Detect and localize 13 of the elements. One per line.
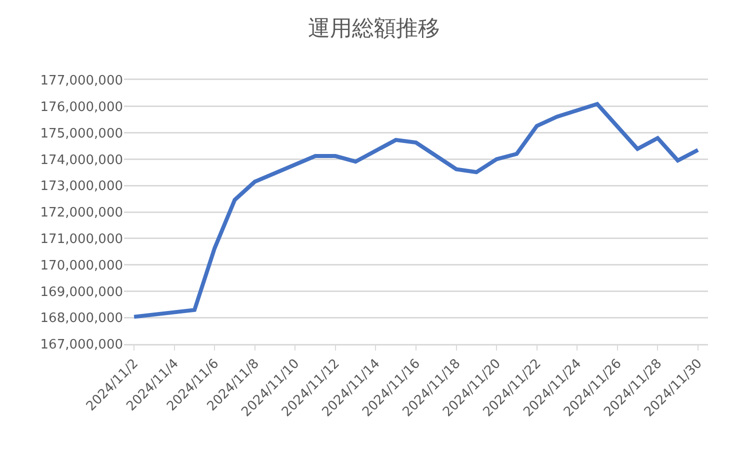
y-tick-label: 167,000,000 — [40, 338, 123, 353]
y-tick-label: 177,000,000 — [40, 74, 123, 89]
chart-title: 運用総額推移 — [308, 16, 440, 42]
y-tick-label: 169,000,000 — [40, 284, 123, 300]
y-tick-label: 174,000,000 — [40, 152, 123, 168]
y-tick-label: 172,000,000 — [40, 206, 123, 221]
y-tick-label: 175,000,000 — [40, 126, 123, 142]
line-series — [132, 102, 700, 319]
y-tick-label: 170,000,000 — [40, 258, 123, 274]
y-tick-label: 176,000,000 — [40, 100, 123, 115]
y-tick-label: 168,000,000 — [40, 311, 123, 326]
y-tick-label: 171,000,000 — [40, 232, 123, 247]
y-tick-label: 173,000,000 — [40, 179, 123, 194]
